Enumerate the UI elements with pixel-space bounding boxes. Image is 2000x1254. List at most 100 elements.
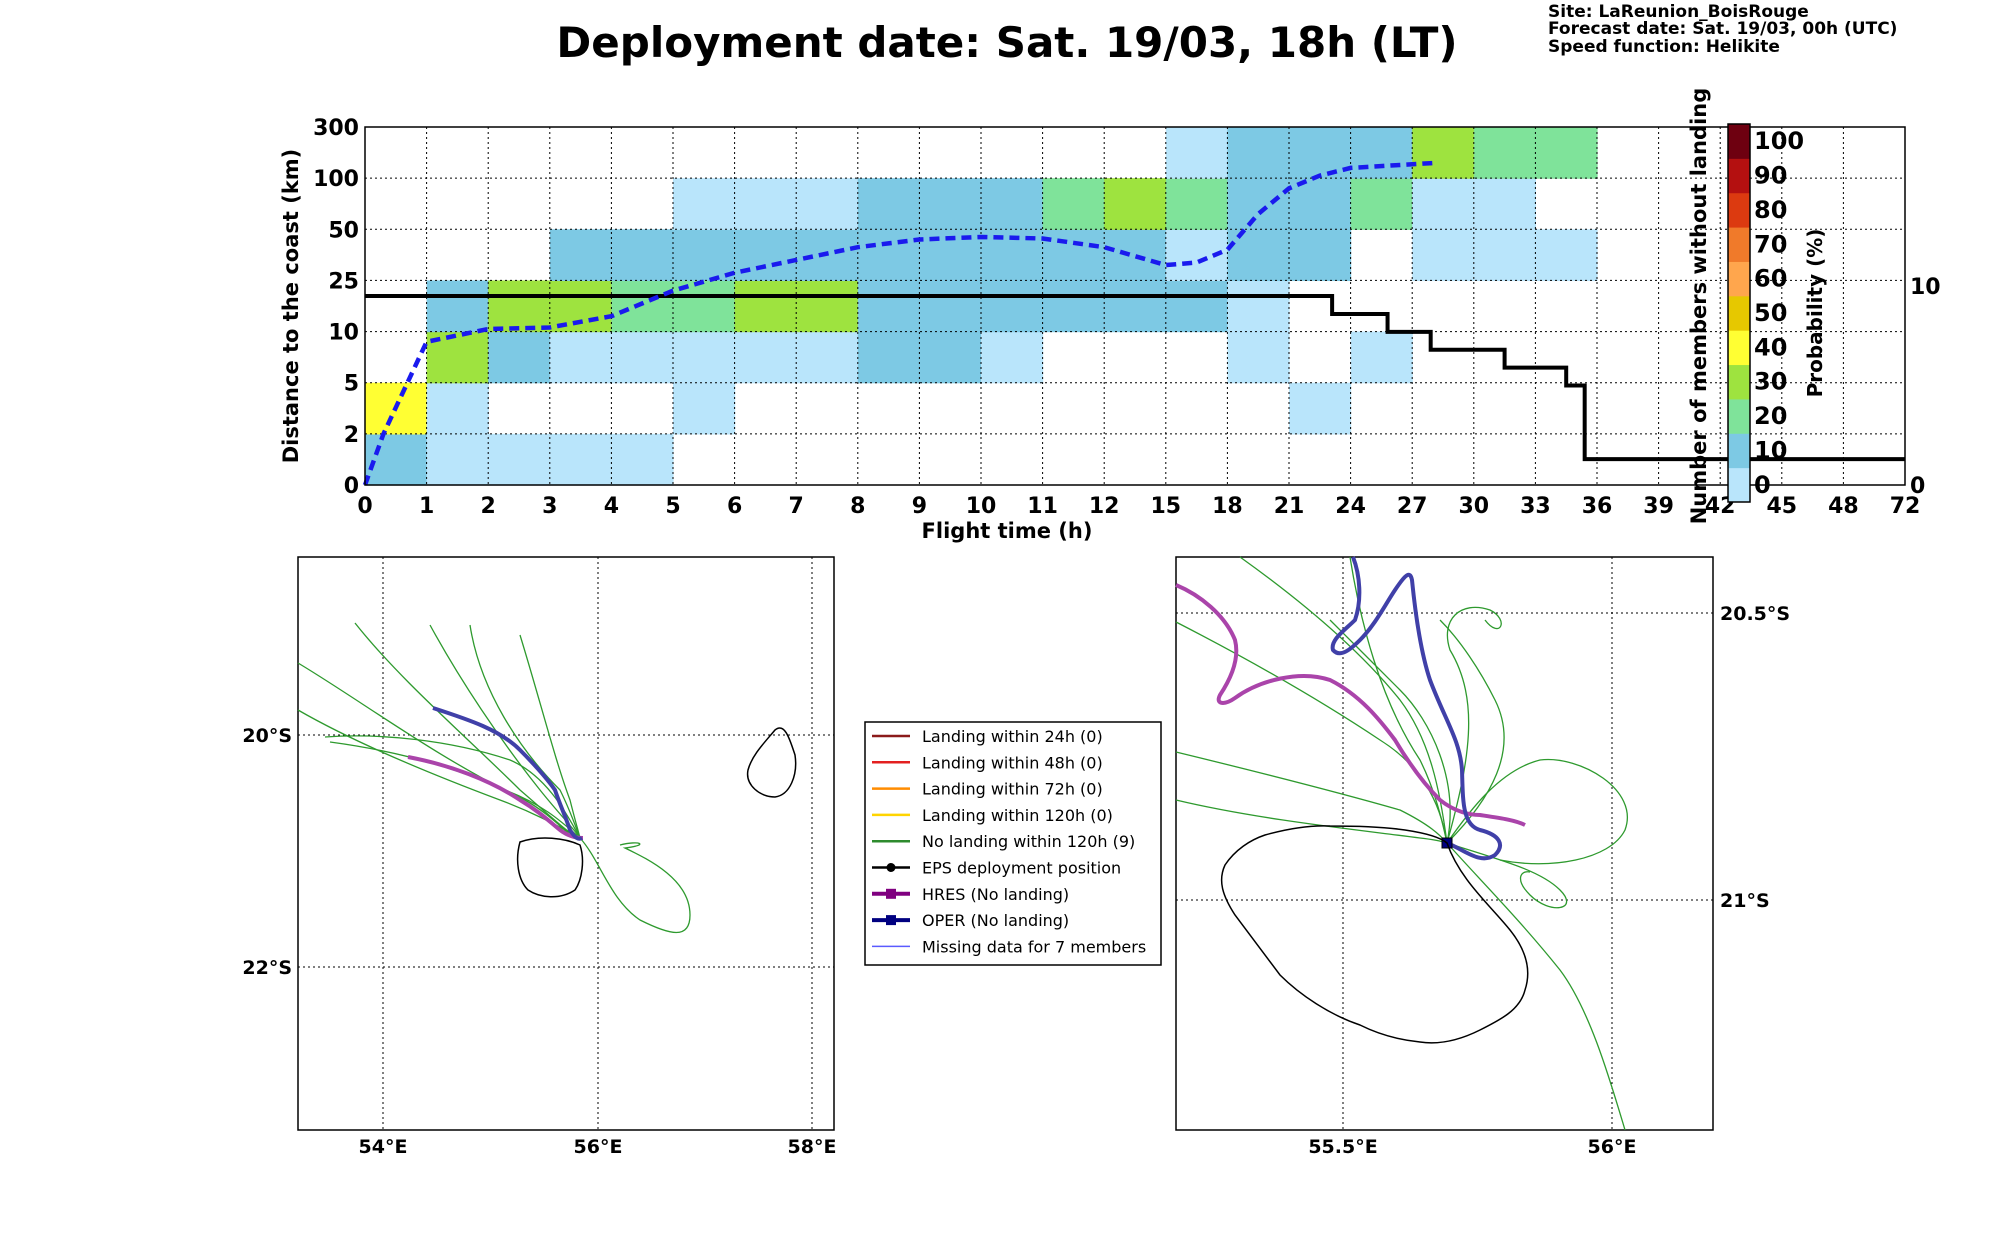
heatmap-cell: [796, 280, 859, 333]
colorbar-tick-label: 80: [1754, 196, 1787, 224]
heatmap-cell: [734, 331, 797, 384]
heatmap-cell: [1104, 178, 1167, 230]
heatmap-cell: [1104, 229, 1167, 282]
colorbar-tick-label: 90: [1754, 162, 1787, 190]
legend-label: Landing within 48h (0): [922, 753, 1103, 772]
legend-frame: [864, 721, 1162, 966]
y2-tick-label: 0: [1910, 474, 1925, 499]
x-tick-label: 4: [604, 494, 619, 519]
heatmap-cell: [1350, 127, 1413, 179]
forecast-info: Forecast date: Sat. 19/03, 00h (UTC): [1548, 19, 1897, 39]
legend-marker: [886, 863, 896, 872]
heatmap-cell: [611, 229, 674, 282]
heatmap-cell: [1042, 229, 1105, 282]
colorbar-swatch: [1728, 467, 1750, 503]
legend-items: Landing within 24h (0) Landing within 48h…: [872, 727, 1146, 956]
zoom-map-oper-track: [1330, 556, 1502, 861]
heatmap-cell: [1165, 178, 1228, 230]
legend-label: EPS deployment position: [922, 859, 1121, 878]
y-tick-label: 50: [328, 218, 359, 243]
colorbar-tick-label: 0: [1754, 471, 1771, 499]
heatmap-cell: [734, 178, 797, 230]
heatmap-cell: [796, 178, 859, 230]
y-tick-label: 10: [328, 321, 359, 346]
y2-tick-label: 10: [1910, 275, 1941, 300]
heatmap-cell: [426, 382, 489, 435]
overview-map-grid: [298, 557, 834, 1130]
colorbar: 0 10 20 30 40 50 60 70 80 90 100 Probability (%): [1727, 123, 1827, 503]
legend-label: OPER (No landing): [922, 911, 1069, 930]
lat-tick-label: 22°S: [242, 957, 292, 979]
y-tick-label: 5: [344, 372, 359, 397]
x-tick-label: 10: [966, 494, 997, 519]
legend-label: Missing data for 7 members: [922, 937, 1146, 956]
heatmap-cell: [1227, 331, 1290, 384]
colorbar-swatch: [1728, 433, 1750, 469]
heatmap-plot: 0 1 2 3 4 5 6 7 8 9 10 11 12 15 18 21 24 27 30 33 36 39 42 45 48…: [279, 88, 1941, 543]
x-tick-label: 36: [1582, 494, 1613, 519]
heatmap-cell: [549, 433, 612, 486]
heatmap-cell: [611, 331, 674, 384]
colorbar-swatch: [1728, 330, 1750, 366]
lon-tick-label: 54°E: [359, 1136, 408, 1158]
lon-tick-label: 55.5°E: [1308, 1136, 1377, 1158]
heatmap-cell: [673, 382, 736, 435]
overview-map-oper-track: [432, 706, 583, 841]
heatmap-cell: [1289, 229, 1352, 282]
heatmap-cell: [1165, 280, 1228, 333]
y-tick-label: 0: [344, 474, 359, 499]
heatmap-cell: [919, 178, 982, 230]
heatmap-cell: [857, 178, 920, 230]
heatmap-cell: [1473, 127, 1536, 179]
y-tick-label: 100: [313, 167, 359, 192]
x-tick-label: 5: [665, 494, 680, 519]
reunion-outline-large: [1220, 825, 1529, 1044]
x-tick-label: 33: [1520, 494, 1551, 519]
x-tick-label: 2: [481, 494, 496, 519]
colorbar-swatch: [1728, 227, 1750, 262]
mauritius-outline: [746, 727, 797, 798]
lon-tick-label: 58°E: [788, 1136, 837, 1158]
x-tick-label: 12: [1089, 494, 1120, 519]
colorbar-swatch: [1728, 158, 1750, 194]
figure-title: Deployment date: Sat. 19/03, 18h (LT): [556, 18, 1457, 67]
legend-label: Landing within 72h (0): [922, 780, 1103, 799]
heatmap-cell: [1104, 280, 1167, 333]
colorbar-swatch: [1728, 192, 1750, 228]
heatmap-cell: [1289, 178, 1352, 230]
x-tick-label: 15: [1150, 494, 1181, 519]
heatmap-cells: [365, 127, 1598, 486]
heatmap-series: [362, 160, 1905, 486]
lat-tick-label: 20.5°S: [1720, 603, 1790, 625]
heatmap-grid: [365, 127, 1905, 485]
legend-marker: [886, 888, 896, 899]
colorbar-tick-label: 40: [1754, 333, 1787, 361]
colorbar-tick-label: 70: [1754, 230, 1787, 258]
x-tick-label: 45: [1766, 494, 1797, 519]
x-tick-label: 18: [1212, 494, 1243, 519]
heatmap-cell: [981, 331, 1044, 384]
reunion-outline-small: [516, 837, 584, 898]
heatmap-cell: [857, 331, 920, 384]
heatmap-cell: [857, 229, 920, 282]
x-tick-label: 24: [1335, 494, 1366, 519]
heatmap-cell: [1165, 127, 1228, 179]
heatmap-cell: [1350, 331, 1413, 384]
heatmap-y2-ticks: 0 10: [1910, 275, 1941, 499]
heatmap-frame: [364, 126, 1906, 486]
colorbar-tick-label: 10: [1754, 436, 1787, 464]
legend-label: No landing within 120h (9): [922, 832, 1135, 851]
members-step-line: [365, 294, 1905, 462]
distance-dashed-line: [362, 160, 1437, 486]
heatmap-cell: [673, 331, 736, 384]
x-tick-label: 8: [850, 494, 865, 519]
x-tick-label: 0: [357, 494, 372, 519]
x-tick-label: 7: [789, 494, 804, 519]
legend-marker: [886, 915, 896, 926]
heatmap-cell: [611, 433, 674, 486]
x-tick-label: 27: [1397, 494, 1428, 519]
heatmap-cell: [673, 178, 736, 230]
heatmap-cell: [1412, 178, 1475, 230]
zoom-map: 55.5°E 56°E 20.5°S 21°S: [1175, 556, 1790, 1158]
